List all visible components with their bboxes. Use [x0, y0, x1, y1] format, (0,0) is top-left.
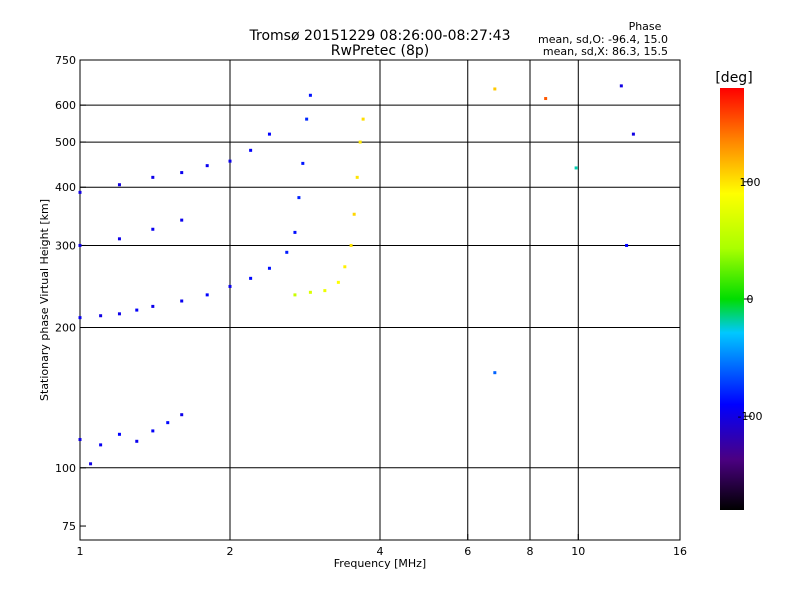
data-point [78, 243, 82, 247]
y-axis-label: Stationary phase Virtual Height [km] [38, 199, 51, 401]
data-point [358, 140, 362, 144]
data-point [267, 266, 271, 270]
data-point [249, 148, 253, 152]
data-point [493, 371, 497, 375]
data-point [305, 117, 309, 121]
x-tick-label: 10 [571, 545, 585, 558]
data-point [308, 93, 312, 97]
y-tick-label: 200 [55, 322, 76, 335]
data-point [544, 97, 548, 101]
x-tick-label: 8 [527, 545, 534, 558]
data-point [293, 230, 297, 234]
x-tick-label: 6 [464, 545, 471, 558]
x-tick-label: 4 [377, 545, 384, 558]
x-tick-label: 2 [227, 545, 234, 558]
data-point [205, 293, 209, 297]
x-tick-label: 16 [673, 545, 687, 558]
y-axis-ticks: 75 100 200 300 400 500 600 750 [55, 54, 86, 533]
grid-lines [80, 60, 680, 540]
data-point [151, 429, 155, 433]
data-point [78, 190, 82, 194]
phase-stats-o: mean, sd,O: -96.4, 15.0 [538, 33, 668, 46]
data-point [631, 132, 635, 136]
chart-subtitle: RwPretec (8p) [331, 43, 429, 59]
colorbar [720, 88, 744, 510]
data-point [117, 237, 121, 241]
phase-stats-x: mean, sd,X: 86.3, 15.5 [543, 45, 668, 58]
data-point [343, 265, 347, 269]
data-point [293, 293, 297, 297]
data-point [180, 299, 184, 303]
data-point [89, 462, 93, 466]
data-point [151, 227, 155, 231]
colorbar-tick-label: -100 [738, 410, 763, 423]
x-axis-ticks: 1 2 4 6 8 10 16 [77, 534, 687, 558]
data-points [78, 84, 635, 466]
data-point [323, 289, 327, 293]
data-point [228, 284, 232, 288]
data-point [151, 304, 155, 308]
data-point [151, 175, 155, 179]
data-point [297, 196, 301, 200]
data-point [285, 250, 289, 254]
data-point [361, 117, 365, 121]
colorbar-label: [deg] [715, 70, 752, 86]
data-point [78, 438, 82, 442]
data-point [117, 183, 121, 187]
data-point [352, 212, 356, 216]
colorbar-tick-label: 0 [747, 293, 754, 306]
colorbar-ticks: -100 0 100 [738, 176, 763, 423]
data-point [117, 312, 121, 316]
data-point [267, 132, 271, 136]
data-point [99, 443, 103, 447]
data-point [180, 218, 184, 222]
data-point [180, 413, 184, 417]
data-point [249, 276, 253, 280]
data-point [493, 87, 497, 91]
data-point [135, 439, 139, 443]
data-point [99, 314, 103, 318]
y-tick-label: 750 [55, 54, 76, 67]
y-tick-label: 75 [62, 520, 76, 533]
chart-title: Tromsø 20151229 08:26:00-08:27:43 [249, 28, 511, 44]
data-point [355, 175, 359, 179]
data-point [78, 316, 82, 320]
y-tick-label: 400 [55, 181, 76, 194]
data-point [205, 164, 209, 168]
data-point [301, 161, 305, 165]
y-tick-label: 500 [55, 136, 76, 149]
data-point [619, 84, 623, 88]
data-point [336, 280, 340, 284]
colorbar-tick-label: 100 [740, 176, 761, 189]
data-point [349, 243, 353, 247]
y-tick-label: 600 [55, 99, 76, 112]
x-tick-label: 1 [77, 545, 84, 558]
data-point [166, 421, 170, 425]
data-point [117, 432, 121, 436]
x-axis-label: Frequency [MHz] [334, 557, 426, 570]
y-tick-label: 300 [55, 239, 76, 252]
data-point [228, 159, 232, 163]
data-point [574, 166, 578, 170]
y-tick-label: 100 [55, 462, 76, 475]
phase-heading: Phase [629, 20, 662, 33]
data-point [625, 243, 629, 247]
data-point [180, 171, 184, 175]
data-point [135, 308, 139, 312]
data-point [308, 290, 312, 294]
